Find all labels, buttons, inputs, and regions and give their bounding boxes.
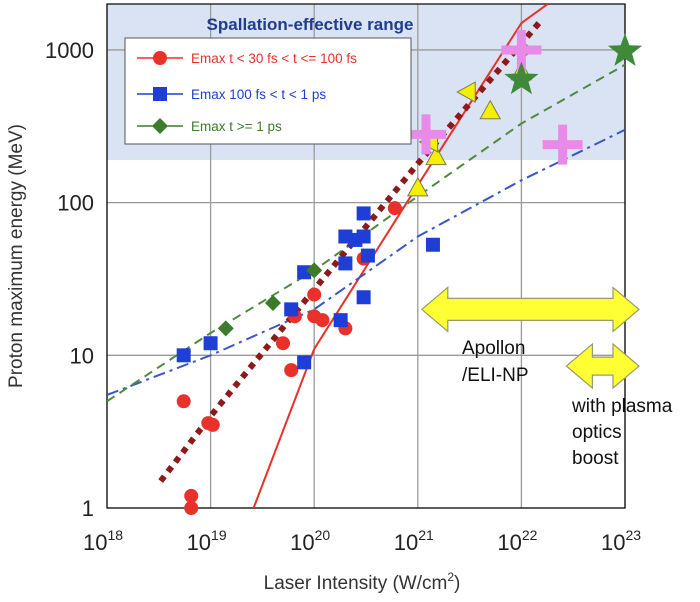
legend-label: Emax t < 30 fs < t <= 100 fs	[191, 51, 357, 66]
facility-point-star	[607, 33, 643, 66]
plasma-optics-label-line: optics	[572, 422, 622, 443]
x-tick-exp: 20	[315, 527, 331, 543]
data-point-square	[284, 302, 299, 317]
facility-point-triangle-up	[479, 99, 502, 120]
y-tick-label: 100	[57, 191, 94, 216]
x-axis-label-sup: 2	[447, 570, 454, 584]
data-point-square	[333, 313, 348, 328]
y-axis-ticks: 1 10 100 1000	[45, 38, 94, 521]
legend-marker-circle	[153, 51, 167, 65]
plasma-optics-label-line: with plasma	[571, 396, 673, 417]
legend: Emax t < 30 fs < t <= 100 fs Emax 100 fs …	[124, 37, 412, 145]
x-tick-base: 10	[497, 530, 521, 555]
data-point-square	[297, 265, 312, 280]
trend-line	[158, 16, 545, 483]
x-tick-label: 1023	[601, 527, 641, 555]
legend-label: Emax t >= 1 ps	[191, 119, 282, 134]
data-point-square	[356, 229, 371, 244]
y-tick-label: 10	[70, 343, 94, 368]
x-tick-exp: 22	[522, 527, 538, 543]
x-tick-exp: 21	[418, 527, 434, 543]
data-point-square	[425, 237, 440, 252]
facility-point-triangle-up	[425, 145, 447, 166]
y-axis-label: Proton maximum energy (MeV)	[6, 124, 27, 388]
plasma-optics-arrow	[565, 342, 640, 390]
facility-point-triangle-left	[456, 81, 476, 103]
x-tick-base: 10	[187, 530, 211, 555]
facility-point-plus	[406, 114, 447, 155]
x-tick-exp: 19	[211, 527, 227, 543]
region-label: Spallation-effective range	[207, 15, 414, 34]
data-point-square	[176, 348, 191, 363]
data-point-circle	[387, 201, 402, 216]
apollon-arrow	[420, 286, 640, 333]
x-tick-base: 10	[394, 530, 418, 555]
data-point-circle	[276, 336, 291, 351]
apollon-label-line: /ELI-NP	[462, 365, 529, 386]
x-axis-ticks: 1018 1019 1020 1021 1022 1023	[83, 527, 641, 555]
trend-line	[107, 128, 625, 396]
legend-marker-square	[153, 87, 167, 101]
y-tick-label: 1	[82, 496, 94, 521]
data-point-circle	[284, 363, 299, 378]
x-tick-label: 1022	[497, 527, 537, 555]
x-axis-label: Laser Intensity (W/cm2)	[264, 570, 461, 594]
y-tick-label: 1000	[45, 38, 94, 63]
facility-point-star	[504, 61, 539, 95]
x-tick-label: 1018	[83, 527, 123, 555]
data-point-circle	[184, 488, 199, 503]
x-tick-label: 1021	[394, 527, 434, 555]
data-point-square	[356, 290, 371, 305]
data-point-diamond	[306, 262, 323, 279]
data-point-circle	[176, 394, 191, 409]
data-point-diamond	[217, 320, 234, 337]
facility-point-plus	[542, 124, 583, 165]
data-point-circle	[315, 313, 330, 328]
x-tick-base: 10	[290, 530, 314, 555]
data-point-circle	[205, 417, 220, 432]
x-tick-base: 10	[83, 530, 107, 555]
data-point-circle	[184, 501, 199, 515]
data-point-diamond	[264, 295, 281, 312]
legend-label: Emax 100 fs < t < 1 ps	[191, 87, 326, 102]
x-tick-exp: 18	[107, 527, 123, 543]
data-point-square	[356, 206, 371, 221]
x-axis-label-close: )	[454, 573, 460, 594]
x-tick-label: 1019	[187, 527, 227, 555]
x-tick-base: 10	[601, 530, 625, 555]
data-markers	[176, 201, 440, 515]
data-point-square	[360, 248, 375, 263]
annotations: Apollon/ELI-NP with plasma optics boost	[420, 286, 673, 469]
data-point-square	[338, 256, 353, 271]
apollon-label-line: Apollon	[462, 338, 525, 359]
legend-marker-diamond	[152, 118, 168, 134]
plot-frame	[106, 3, 626, 509]
data-point-circle	[307, 287, 322, 302]
facility-markers	[406, 29, 643, 197]
x-axis-label-main: Laser Intensity (W/cm	[264, 573, 448, 594]
facility-point-triangle-up	[406, 176, 429, 197]
plasma-optics-label-line: boost	[572, 448, 619, 469]
x-tick-exp: 23	[625, 527, 641, 543]
data-point-square	[297, 355, 312, 370]
data-point-square	[203, 336, 218, 351]
x-tick-label: 1020	[290, 527, 330, 555]
